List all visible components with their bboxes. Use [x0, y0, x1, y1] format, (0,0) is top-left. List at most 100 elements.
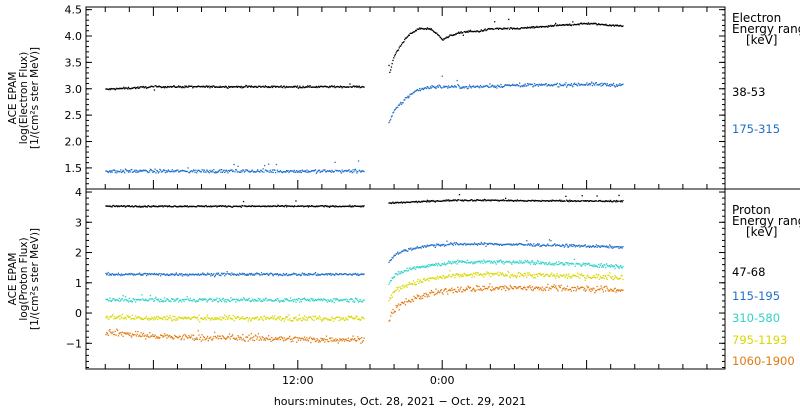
data-point [230, 317, 232, 319]
data-point [566, 273, 568, 276]
data-point [285, 86, 287, 88]
data-point [581, 84, 583, 86]
data-point [568, 245, 570, 248]
data-point [278, 301, 281, 303]
data-point [505, 261, 507, 263]
data-point [582, 286, 584, 289]
data-point [150, 169, 152, 171]
data-point [472, 200, 475, 202]
data-point [224, 301, 226, 303]
data-point [225, 273, 227, 275]
data-point [416, 246, 418, 248]
data-point [619, 84, 622, 87]
data-point [125, 169, 127, 171]
data-point [264, 205, 267, 207]
data-point [589, 288, 591, 290]
data-point [232, 86, 234, 88]
data-point [307, 86, 310, 88]
data-point [272, 275, 274, 277]
data-point [587, 22, 590, 24]
data-point [321, 86, 324, 88]
data-point [134, 274, 136, 276]
data-point [619, 266, 621, 268]
data-point [555, 287, 558, 289]
data-point [293, 337, 295, 339]
data-point [198, 314, 200, 316]
data-point [321, 300, 324, 302]
data-point [569, 262, 571, 265]
data-point [565, 195, 567, 197]
data-point [164, 300, 166, 302]
data-point [601, 200, 603, 202]
data-point [465, 261, 467, 263]
data-point [401, 250, 403, 253]
data-point [313, 273, 315, 275]
data-point [164, 171, 166, 174]
data-point [411, 282, 413, 285]
data-point [603, 82, 605, 85]
data-point [229, 169, 231, 171]
data-point [458, 243, 461, 246]
data-point [483, 85, 486, 88]
data-point [562, 200, 565, 202]
data-point [572, 86, 574, 88]
data-point [572, 286, 574, 289]
data-point [431, 277, 433, 279]
data-point [154, 168, 156, 170]
data-point [559, 24, 561, 26]
data-point [559, 274, 561, 276]
data-point [521, 85, 523, 87]
data-point [242, 86, 245, 89]
data-point [127, 332, 129, 334]
data-point [548, 239, 551, 241]
data-point [617, 266, 619, 268]
data-point [175, 298, 177, 300]
data-point [188, 336, 191, 338]
data-point [512, 261, 514, 263]
data-point [614, 24, 616, 27]
data-point [137, 86, 139, 88]
data-point [596, 84, 598, 86]
data-point [117, 88, 120, 90]
data-point [329, 170, 331, 172]
data-point [166, 86, 168, 89]
data-point [455, 86, 457, 88]
data-point [222, 317, 224, 319]
data-point [477, 30, 479, 33]
data-point [585, 200, 587, 202]
data-point [282, 205, 285, 207]
data-point [455, 273, 457, 275]
data-point [120, 205, 122, 207]
data-point [529, 285, 531, 287]
data-point [501, 272, 504, 274]
data-point [174, 335, 177, 338]
data-point [250, 86, 252, 88]
data-point [250, 85, 252, 87]
data-point [549, 245, 551, 247]
data-point [197, 319, 199, 321]
data-point [357, 170, 359, 173]
data-point [172, 315, 174, 317]
data-point [585, 83, 587, 86]
data-point [193, 205, 195, 208]
data-point [566, 24, 569, 26]
data-point [258, 273, 260, 275]
data-point [428, 200, 430, 202]
data-point [609, 200, 611, 203]
data-point [434, 293, 436, 295]
data-point [239, 299, 241, 302]
data-point [458, 289, 460, 291]
data-point [526, 240, 528, 242]
data-point [140, 318, 142, 320]
data-point [214, 205, 217, 207]
data-point [611, 290, 613, 292]
data-point [533, 245, 536, 247]
data-point [134, 298, 136, 301]
data-point [228, 316, 230, 318]
data-point [593, 22, 595, 24]
data-point [489, 28, 491, 30]
data-point [330, 171, 332, 173]
data-point [181, 301, 183, 303]
data-point [350, 298, 353, 300]
data-point [106, 205, 108, 207]
